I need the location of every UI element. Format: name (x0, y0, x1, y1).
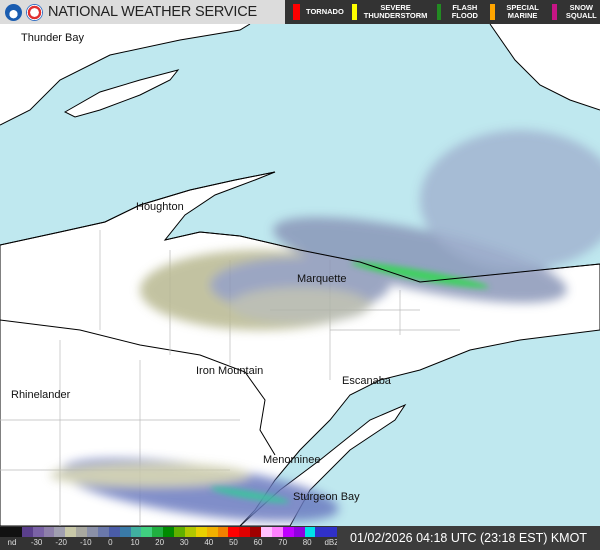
scale-swatch (10, 527, 22, 537)
scale-swatch (174, 527, 185, 537)
scale-swatch (206, 527, 218, 537)
scale-swatch (87, 527, 98, 537)
site-title: NATIONAL WEATHER SERVICE (48, 4, 257, 20)
scale-swatch (152, 527, 164, 537)
scale-swatch (282, 527, 294, 537)
scale-swatch (43, 527, 55, 537)
warning-type: FLASH FLOOD (429, 0, 483, 24)
city-label: Menominee (263, 454, 321, 466)
warning-type: SNOW SQUALL (544, 0, 600, 24)
warning-label: SEVERE THUNDERSTORM (363, 3, 428, 20)
timestamp: 01/02/2026 04:18 UTC (23:18 EST) KMOT (337, 526, 600, 550)
scale-swatch (76, 527, 87, 537)
scale-tick-label: 70 (278, 538, 288, 547)
shoreline-canada (0, 23, 600, 126)
scale-swatch (304, 527, 316, 537)
shoreline-overlay (0, 171, 600, 283)
scale-swatch (54, 527, 66, 537)
scale-swatch (184, 527, 196, 537)
city-label: Sturgeon Bay (293, 491, 360, 503)
nws-logo (26, 3, 43, 21)
warning-type: TORNADO (285, 0, 344, 24)
scale-swatch (261, 527, 272, 537)
land-canada-east (490, 24, 600, 110)
map-svg (0, 23, 600, 527)
radar-map[interactable]: Thunder Bay Houghton Marquette Iron Moun… (0, 23, 600, 527)
scale-swatch (326, 527, 338, 537)
color-scale (0, 527, 338, 537)
scale-swatch (228, 527, 240, 537)
scale-tick-label: 50 (228, 538, 238, 547)
scale-swatch (108, 527, 120, 537)
scale-tick-label: -20 (55, 538, 67, 547)
scale-swatch (32, 527, 44, 537)
header-bar: NATIONAL WEATHER SERVICE TORNADO SEVERE T… (0, 0, 600, 24)
isle-royale (63, 69, 180, 118)
warning-swatch (351, 4, 357, 20)
scale-swatch (195, 527, 207, 537)
warning-swatch (436, 4, 442, 20)
warning-swatch (293, 4, 300, 20)
scale-tick-label: 30 (179, 538, 189, 547)
scale-swatch (217, 527, 229, 537)
scale-swatch (250, 527, 261, 537)
warning-type: SPECIAL MARINE (482, 0, 544, 24)
warning-swatch (490, 4, 496, 20)
scale-tick-label: 80 (302, 538, 312, 547)
scale-tick-label: 20 (155, 538, 165, 547)
scale-swatch (119, 527, 131, 537)
scale-tick-label: 0 (108, 538, 113, 547)
scale-tick-label: -10 (80, 538, 92, 547)
state-border (0, 319, 276, 456)
scale-tick-label: 40 (204, 538, 214, 547)
noaa-logo (5, 3, 22, 21)
header-branding: NATIONAL WEATHER SERVICE (0, 0, 285, 24)
warning-label: FLASH FLOOD (451, 3, 478, 20)
scale-swatch (293, 527, 305, 537)
city-label: Thunder Bay (21, 32, 84, 44)
warning-legend: TORNADO SEVERE THUNDERSTORM FLASH FLOOD SPE… (285, 0, 600, 24)
scale-swatch (271, 527, 283, 537)
scale-swatch (65, 527, 77, 537)
scale-tick-label: -30 (30, 538, 43, 547)
scale-swatch (315, 527, 327, 537)
scale-swatch (21, 527, 33, 537)
warning-swatch (552, 4, 557, 20)
scale-swatch (130, 527, 142, 537)
land-canada-north (0, 24, 250, 125)
scale-tick-label: nd (7, 538, 17, 547)
scale-tick-label: 60 (253, 538, 263, 547)
city-label: Houghton (136, 201, 184, 213)
warning-type: SEVERE THUNDERSTORM (344, 0, 429, 24)
radar-heavy-echoes (210, 261, 489, 503)
scale-swatch (141, 527, 153, 537)
warning-label: SNOW SQUALL (565, 3, 597, 20)
city-label: Rhinelander (11, 389, 71, 401)
scale-swatch (239, 527, 251, 537)
reflectivity-legend: nd -30 -20 -10 0 10 20 30 40 50 60 70 80 dBZ (0, 526, 340, 550)
city-label: Escanaba (342, 375, 391, 387)
scale-swatch (97, 527, 109, 537)
scale-tick-label: 10 (130, 538, 140, 547)
scale-swatch (0, 527, 11, 537)
scale-swatch (163, 527, 174, 537)
warning-label: SPECIAL MARINE (506, 3, 539, 20)
city-label: Iron Mountain (196, 365, 264, 377)
radar-echoes (50, 130, 600, 522)
warning-label: TORNADO (306, 7, 344, 16)
scale-tick-label: dBZ (324, 538, 340, 547)
city-label: Marquette (297, 273, 347, 285)
